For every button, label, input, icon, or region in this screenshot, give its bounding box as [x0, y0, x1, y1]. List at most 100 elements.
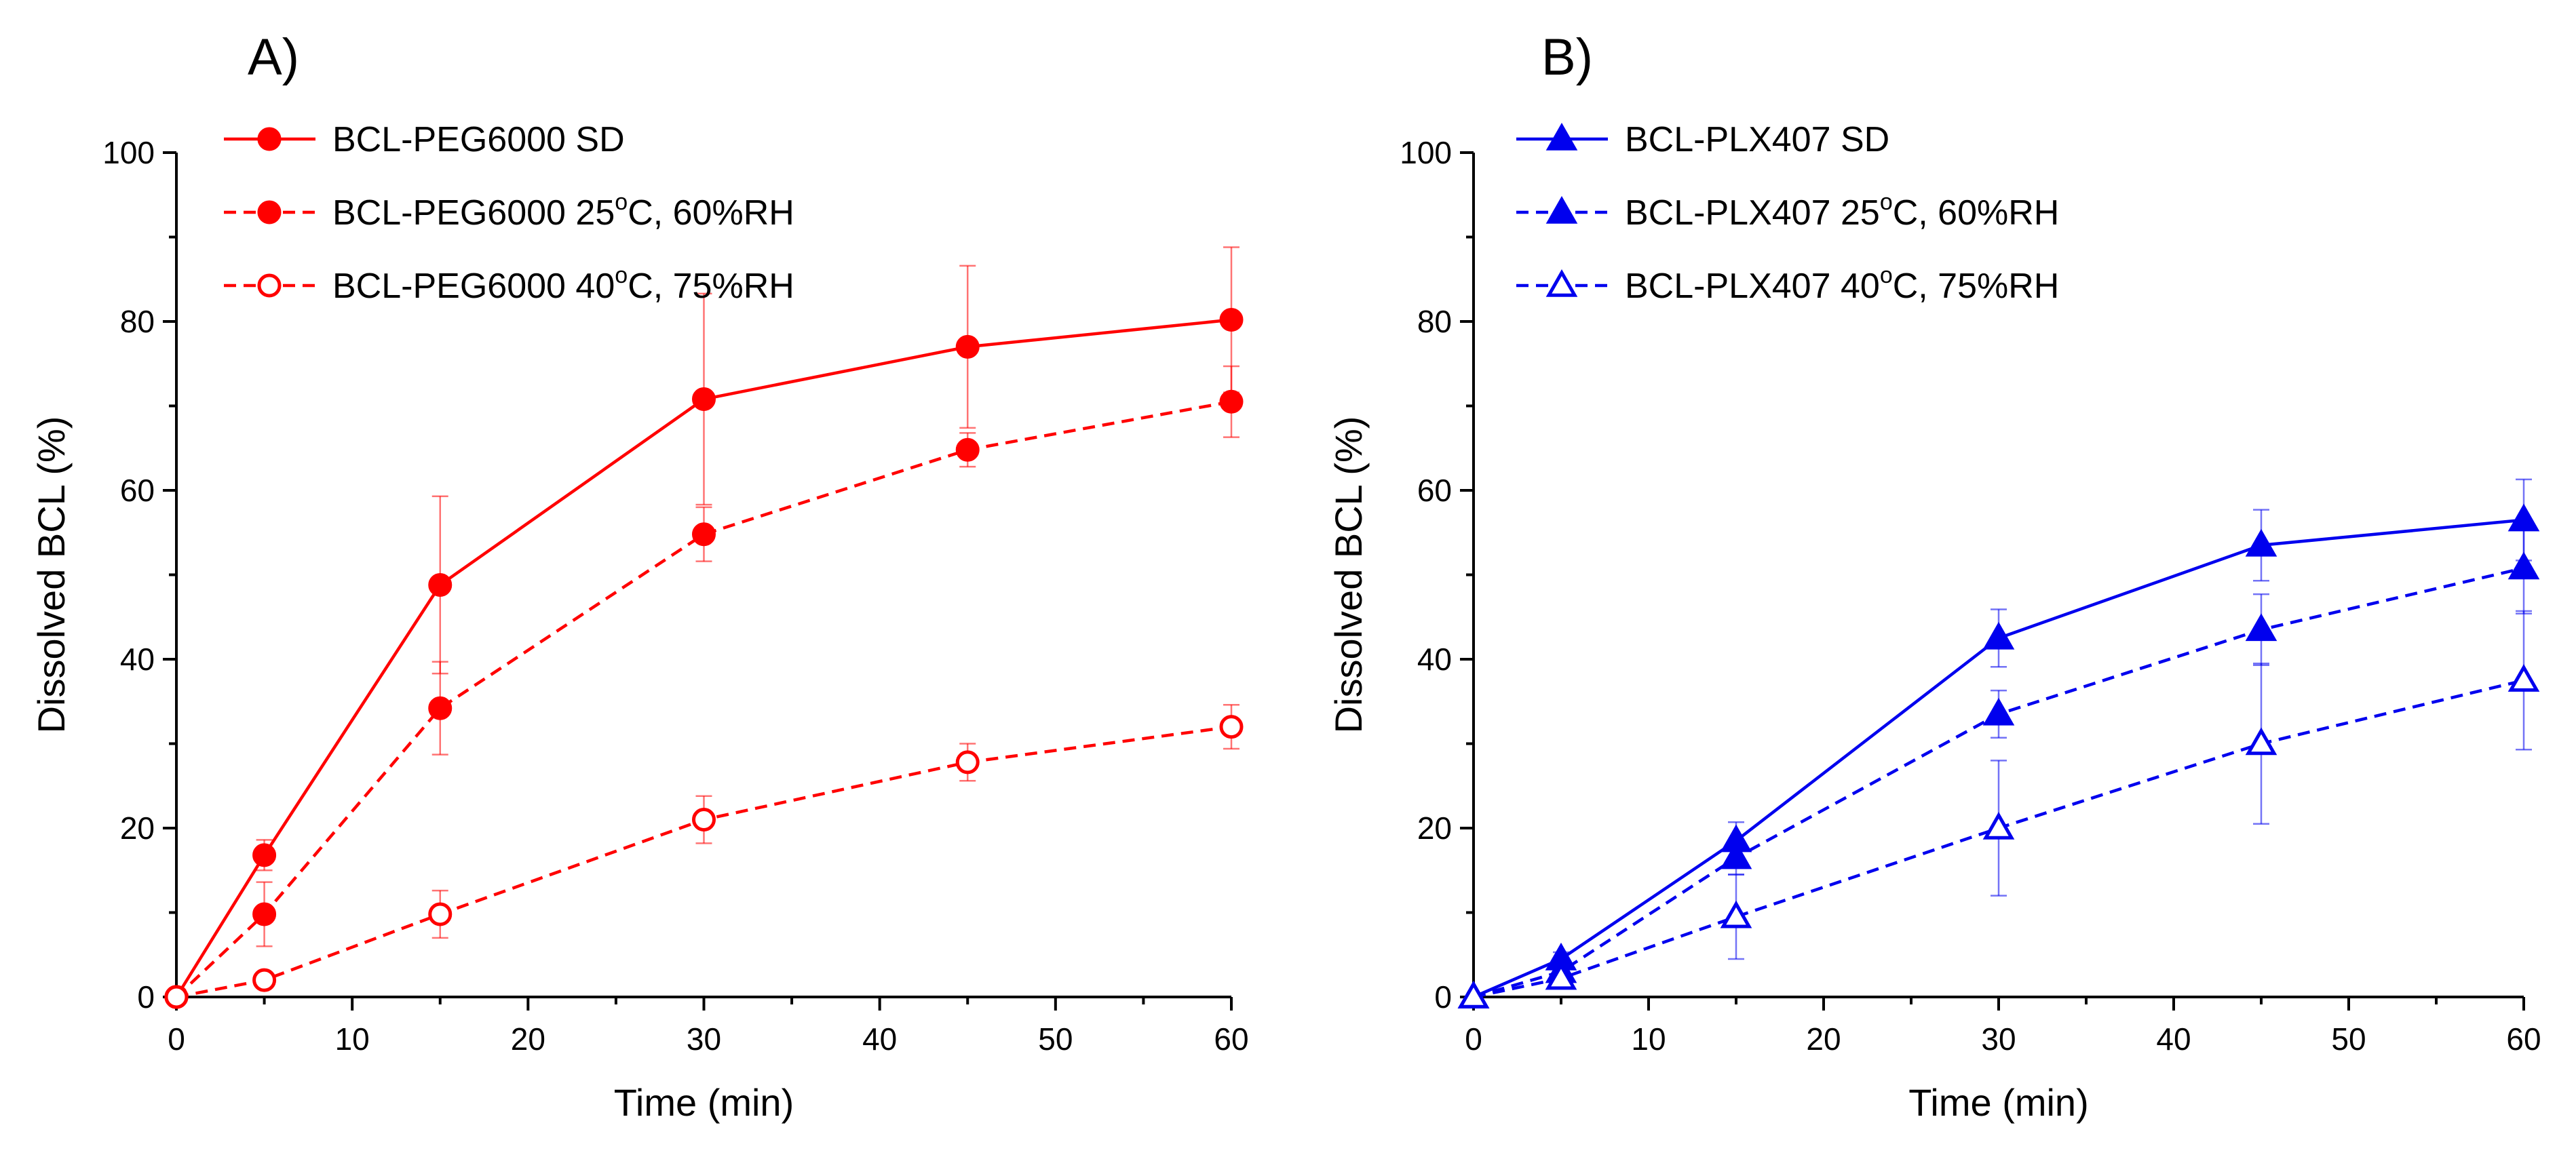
data-point: [1982, 621, 2015, 650]
data-point: [1545, 962, 1577, 990]
data-point: [2245, 528, 2277, 557]
x-tick-label: 30: [687, 1021, 721, 1057]
x-tick-label: 10: [1631, 1021, 1666, 1057]
data-point: [692, 522, 716, 547]
data-point: [1720, 900, 1752, 928]
data-point: [1982, 697, 2015, 726]
legend-entry: BCL-PLX407 SD: [1516, 120, 1889, 159]
x-tick-label: 20: [1806, 1021, 1841, 1057]
x-axis-label: Time (min): [1908, 1081, 2088, 1124]
legend-label-suffix: C, 60%RH: [1893, 193, 2060, 233]
data-point: [1219, 308, 1244, 332]
legend-marker: [257, 200, 282, 224]
series-line: [175, 400, 1232, 998]
y-tick-label: 80: [120, 304, 155, 339]
legend-label-superscript: o: [1880, 189, 1893, 215]
legend-entry: BCL-PEG6000 SD: [224, 120, 625, 159]
data-point: [252, 968, 277, 992]
x-tick-label: 40: [2156, 1021, 2191, 1057]
legend-label-suffix: C, 75%RH: [628, 267, 794, 306]
data-point: [252, 843, 277, 867]
series-3: [1457, 610, 2540, 1009]
x-tick-label: 60: [2506, 1021, 2541, 1057]
series-line: [1473, 678, 2524, 999]
legend-label: BCL-PEG6000 SD: [332, 120, 625, 159]
legend-label-main: BCL-PLX407 25: [1625, 193, 1880, 233]
x-tick-label: 20: [511, 1021, 545, 1057]
data-point: [1219, 715, 1244, 739]
legend-entry: BCL-PEG6000 25oC, 60%RH: [224, 189, 794, 233]
series-2: [164, 365, 1244, 1009]
data-point: [428, 902, 453, 926]
x-axis-label: Time (min): [614, 1081, 794, 1124]
legend-label-main: BCL-PEG6000 25: [332, 193, 615, 233]
x-tick-label: 60: [1214, 1021, 1248, 1057]
legend-label: BCL-PLX407 40oC, 75%RH: [1625, 262, 2059, 306]
series-1: [164, 246, 1244, 1009]
legend-marker: [257, 127, 282, 151]
legend-entry: BCL-PLX407 40oC, 75%RH: [1516, 262, 2059, 306]
series-3: [164, 703, 1244, 1009]
data-point: [428, 696, 453, 720]
data-point: [2245, 613, 2277, 642]
data-point: [1982, 811, 2015, 840]
legend-label-superscript: o: [1880, 262, 1893, 288]
legend-label: BCL-PLX407 SD: [1625, 120, 1889, 159]
legend-marker: [257, 273, 282, 298]
legend-marker: [1545, 122, 1578, 151]
data-point: [955, 437, 980, 462]
data-point: [955, 334, 980, 359]
y-tick-label: 100: [1400, 135, 1452, 170]
data-point: [692, 808, 716, 832]
x-tick-label: 40: [862, 1021, 897, 1057]
legend-label-superscript: o: [615, 262, 628, 288]
data-point: [1219, 389, 1244, 414]
y-tick-label: 100: [102, 135, 155, 170]
y-tick-label: 0: [1434, 979, 1452, 1015]
panel-a: A) 0 10 20 30 40 50 60 0 20 40 60 80 100 Time (min) Dis…: [30, 28, 1249, 1124]
legend-label-main: BCL-PLX407 40: [1625, 267, 1880, 306]
data-point: [2245, 727, 2277, 756]
data-point: [1720, 841, 1752, 869]
y-axis-label: Dissolved BCL (%): [30, 416, 73, 734]
legend-label-main: BCL-PLX407 SD: [1625, 120, 1889, 159]
panel-label: A): [248, 28, 299, 86]
data-point: [428, 572, 453, 597]
legend-label-superscript: o: [615, 189, 628, 215]
legend-label: BCL-PEG6000 25oC, 60%RH: [332, 189, 794, 233]
x-tick-label: 10: [335, 1021, 370, 1057]
series-line: [176, 725, 1232, 999]
y-tick-label: 60: [120, 473, 155, 508]
x-tick-label: 30: [1981, 1021, 2016, 1057]
x-tick-label: 50: [1038, 1021, 1073, 1057]
x-tick-label: 50: [2331, 1021, 2366, 1057]
series-1: [1457, 478, 2540, 1009]
y-tick-label: 40: [1417, 642, 1452, 677]
series-line: [175, 318, 1232, 998]
y-tick-label: 0: [137, 979, 155, 1015]
panel-b: B) 0 10 20 30 40 50 60 0 20 40 60 80 100 Time (min) Dis…: [1327, 28, 2541, 1124]
legend-label-main: BCL-PEG6000 40: [332, 267, 615, 306]
legend-marker: [1545, 269, 1578, 297]
data-point: [2507, 551, 2540, 580]
y-tick-label: 80: [1417, 304, 1452, 339]
data-point: [164, 985, 189, 1009]
x-tick-label: 0: [1465, 1021, 1482, 1057]
y-axis-label: Dissolved BCL (%): [1327, 416, 1370, 734]
x-tick-label: 0: [168, 1021, 185, 1057]
legend-label-main: BCL-PEG6000 SD: [332, 120, 625, 159]
legend-marker: [1545, 195, 1578, 224]
data-point: [692, 387, 716, 412]
data-point: [2507, 664, 2540, 692]
y-tick-label: 20: [120, 810, 155, 846]
panel-label: B): [1541, 28, 1593, 86]
legend-entry: BCL-PLX407 25oC, 60%RH: [1516, 189, 2059, 233]
series-line: [1473, 518, 2524, 999]
data-point: [1457, 980, 1490, 1009]
y-tick-label: 60: [1417, 473, 1452, 508]
legend-label: BCL-PLX407 25oC, 60%RH: [1625, 189, 2059, 233]
legend-entry: BCL-PEG6000 40oC, 75%RH: [224, 262, 794, 306]
legend-label-suffix: C, 60%RH: [628, 193, 794, 233]
data-point: [955, 750, 980, 775]
